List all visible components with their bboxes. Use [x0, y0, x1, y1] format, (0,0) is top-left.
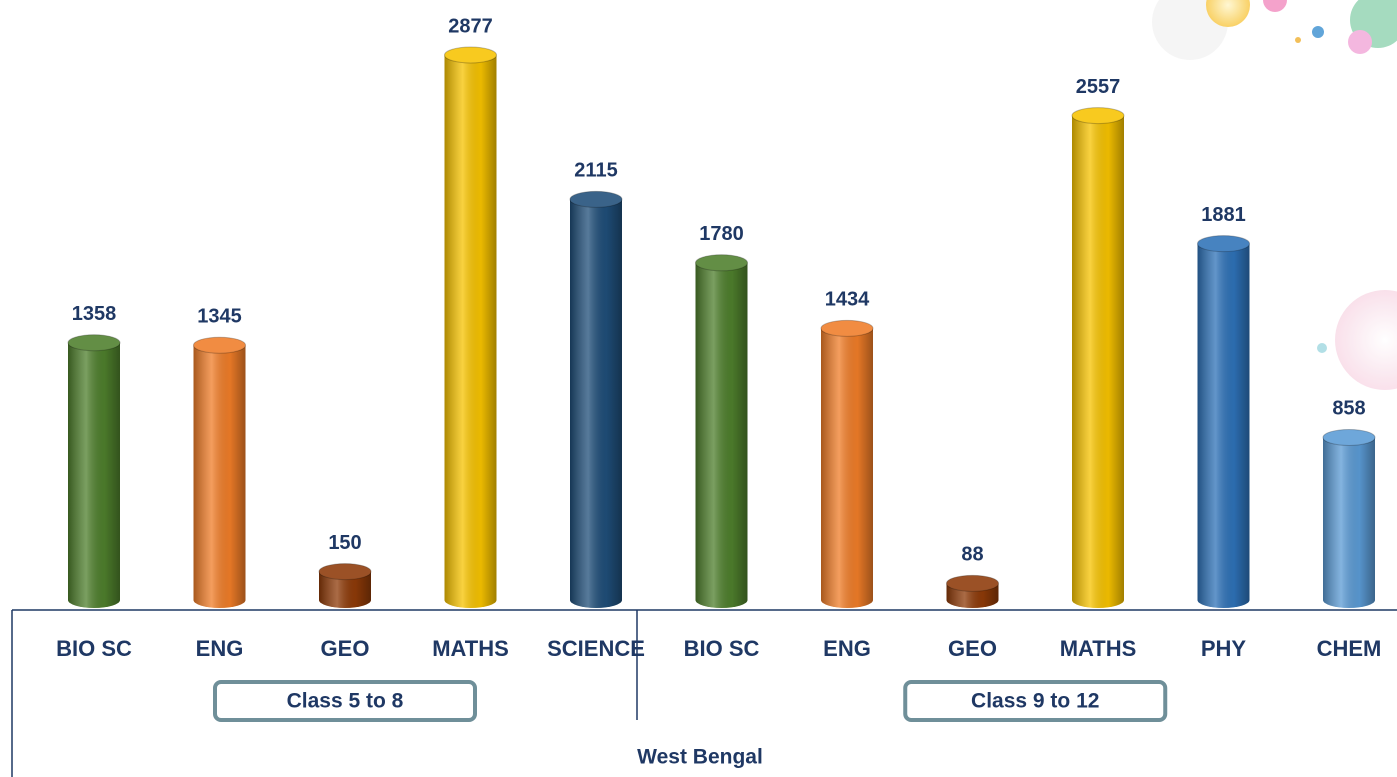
- bar-top: [569, 190, 623, 208]
- bar-top-shine: [946, 575, 999, 592]
- group-label: Class 5 to 8: [287, 690, 404, 713]
- bar-shade: [1323, 437, 1375, 600]
- bar-top-shine: [1197, 235, 1250, 252]
- value-label: 1345: [197, 305, 242, 327]
- bar-top-shine: [570, 191, 622, 208]
- bar-top: [1071, 107, 1125, 125]
- x-tick-label: PHY: [1201, 636, 1247, 661]
- bar-top-shine: [1323, 429, 1375, 446]
- group-box: [213, 680, 477, 722]
- bar-shade: [1072, 115, 1124, 600]
- bar-shade: [821, 328, 873, 600]
- bar-top: [1322, 428, 1376, 446]
- bar-top-shine: [193, 337, 246, 354]
- decoration: [1152, 0, 1397, 390]
- x-tick-label: BIO SC: [56, 636, 132, 661]
- bar-top: [820, 319, 874, 337]
- x-tick-label: GEO: [948, 636, 997, 661]
- bar-top-shine: [68, 334, 120, 351]
- bar-top-shine: [821, 320, 873, 337]
- value-label: 88: [961, 544, 983, 566]
- value-label: 1881: [1201, 204, 1246, 226]
- value-label: 1434: [825, 289, 870, 311]
- value-label: 1358: [72, 303, 117, 325]
- x-tick-label: ENG: [196, 636, 244, 661]
- bar-shade: [695, 262, 748, 600]
- bar-top-shine: [444, 47, 497, 63]
- bar-shade: [444, 55, 497, 600]
- bar-shade: [193, 345, 246, 600]
- value-label: 2115: [574, 160, 617, 182]
- value-label: 2877: [448, 15, 493, 37]
- value-label: 2557: [1076, 76, 1121, 98]
- bar-top: [193, 336, 246, 354]
- value-label: 150: [328, 532, 361, 554]
- bar-top: [318, 563, 372, 581]
- bar-shade: [1197, 243, 1250, 600]
- x-tick-label: CHEM: [1317, 636, 1382, 661]
- bar-top: [695, 254, 748, 272]
- x-tick-label: BIO SC: [684, 636, 760, 661]
- bar-shade: [68, 342, 120, 600]
- bar-top: [67, 334, 121, 352]
- x-tick-label: SCIENCE: [547, 636, 645, 661]
- value-label: 1780: [699, 223, 744, 245]
- group-box: [903, 680, 1168, 722]
- bar-top: [946, 574, 999, 592]
- bar-top-shine: [1072, 107, 1124, 124]
- bar-shade: [570, 199, 622, 601]
- bar-top: [1197, 235, 1250, 253]
- region-label: West Bengal: [637, 746, 763, 769]
- value-label: 858: [1332, 398, 1365, 420]
- axis-frame: [11, 609, 1397, 777]
- x-tick-label: ENG: [823, 636, 871, 661]
- bar-top-shine: [695, 254, 748, 271]
- x-tick-label: GEO: [321, 636, 370, 661]
- group-label: Class 9 to 12: [971, 690, 1099, 713]
- x-tick-label: MATHS: [1060, 636, 1137, 661]
- bar-top-shine: [319, 563, 371, 580]
- bar-top: [444, 46, 497, 64]
- x-tick-label: MATHS: [432, 636, 509, 661]
